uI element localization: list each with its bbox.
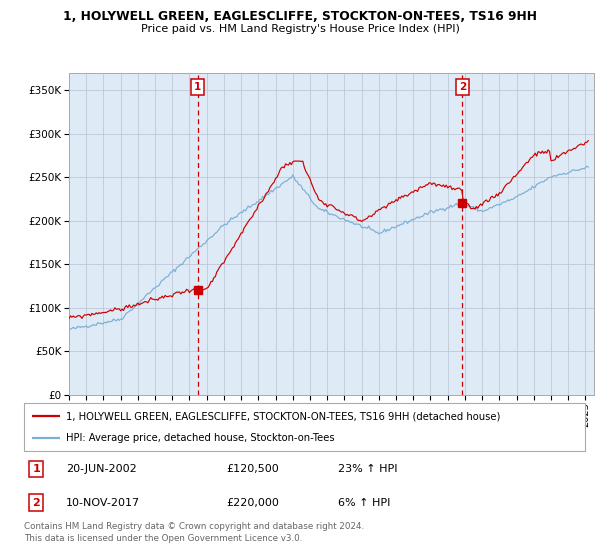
Text: Contains HM Land Registry data © Crown copyright and database right 2024.
This d: Contains HM Land Registry data © Crown c… [24,522,364,543]
FancyBboxPatch shape [24,403,585,451]
Text: 1: 1 [32,464,40,474]
Text: 2: 2 [459,82,466,92]
Text: 23% ↑ HPI: 23% ↑ HPI [338,464,398,474]
Text: Price paid vs. HM Land Registry's House Price Index (HPI): Price paid vs. HM Land Registry's House … [140,24,460,34]
Text: 1, HOLYWELL GREEN, EAGLESCLIFFE, STOCKTON-ON-TEES, TS16 9HH: 1, HOLYWELL GREEN, EAGLESCLIFFE, STOCKTO… [63,10,537,22]
Text: 20-JUN-2002: 20-JUN-2002 [66,464,137,474]
Text: £120,500: £120,500 [226,464,279,474]
Text: HPI: Average price, detached house, Stockton-on-Tees: HPI: Average price, detached house, Stoc… [66,433,335,443]
Text: 6% ↑ HPI: 6% ↑ HPI [338,497,391,507]
Text: £220,000: £220,000 [226,497,279,507]
Text: 2: 2 [32,497,40,507]
Text: 1, HOLYWELL GREEN, EAGLESCLIFFE, STOCKTON-ON-TEES, TS16 9HH (detached house): 1, HOLYWELL GREEN, EAGLESCLIFFE, STOCKTO… [66,411,500,421]
Text: 10-NOV-2017: 10-NOV-2017 [66,497,140,507]
Text: 1: 1 [194,82,201,92]
